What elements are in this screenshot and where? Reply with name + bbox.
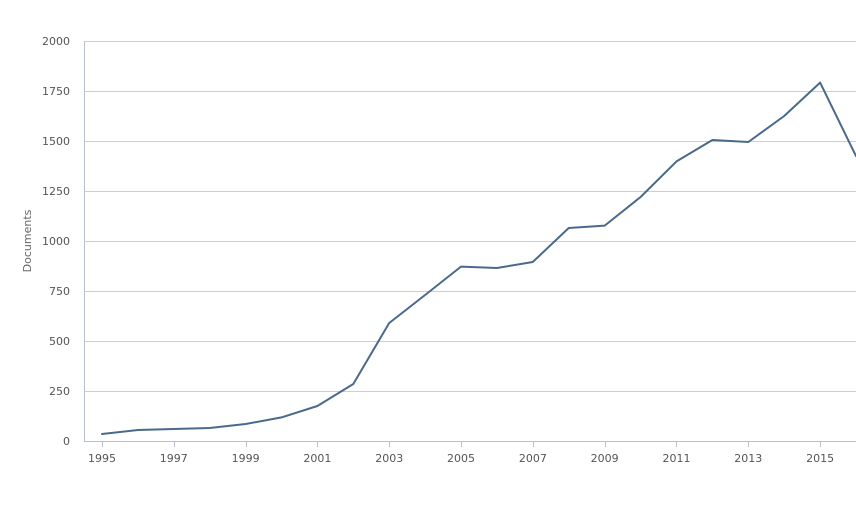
x-tick-label: 2007 bbox=[519, 452, 547, 465]
x-tick-label: 2005 bbox=[447, 452, 475, 465]
y-tick-label: 500 bbox=[49, 335, 70, 348]
series-line bbox=[101, 81, 856, 435]
x-tick-label: 1999 bbox=[232, 452, 260, 465]
y-tick-label: 1500 bbox=[42, 135, 70, 148]
y-tick-label: 0 bbox=[63, 435, 70, 448]
y-tick-label: 750 bbox=[49, 285, 70, 298]
axis-layer bbox=[84, 41, 856, 447]
grid-layer bbox=[84, 41, 856, 392]
x-tick-label: 1995 bbox=[88, 452, 116, 465]
x-tick-label: 2015 bbox=[806, 452, 834, 465]
series-layer bbox=[101, 81, 856, 435]
x-tick-label: 2001 bbox=[303, 452, 331, 465]
x-tick-label: 2013 bbox=[734, 452, 762, 465]
y-axis-title: Documents bbox=[21, 209, 34, 272]
x-tick-label: 2003 bbox=[375, 452, 403, 465]
x-tick-label: 2011 bbox=[662, 452, 690, 465]
x-tick-label: 1997 bbox=[160, 452, 188, 465]
label-layer: Documents 0 250 500 750 1000 1250 1500 1750 2000… bbox=[21, 35, 834, 465]
y-tick-label: 1000 bbox=[42, 235, 70, 248]
y-tick-label: 1250 bbox=[42, 185, 70, 198]
x-tick-label: 2009 bbox=[591, 452, 619, 465]
y-tick-label: 2000 bbox=[42, 35, 70, 48]
y-tick-label: 1750 bbox=[42, 85, 70, 98]
y-tick-label: 250 bbox=[49, 385, 70, 398]
